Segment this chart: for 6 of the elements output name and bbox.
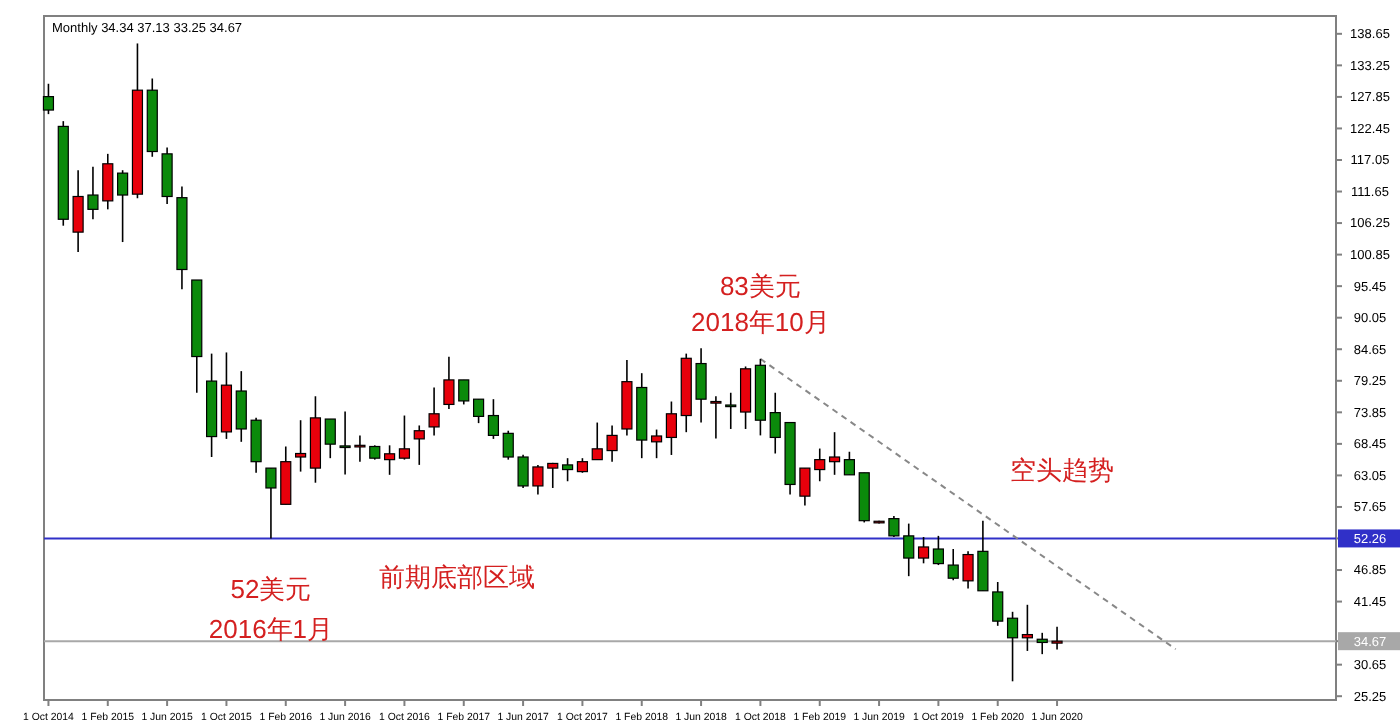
annotation: 2018年10月	[691, 306, 830, 337]
annotation: 52美元	[230, 574, 312, 605]
annotation: 83美元	[719, 270, 801, 301]
ref-line-label: 前期底部区域	[379, 562, 536, 593]
annotation: 2016年1月	[208, 614, 334, 645]
series-label: 空头趋势	[1009, 454, 1114, 485]
